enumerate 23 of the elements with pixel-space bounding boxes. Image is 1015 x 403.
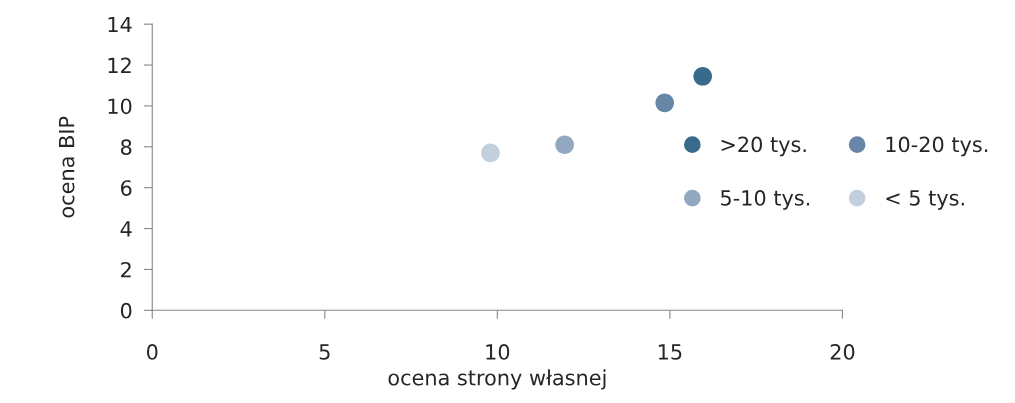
point [655, 93, 675, 113]
x-tick-label: 20 [830, 344, 855, 360]
y-tick-label: 6 [121, 180, 132, 196]
legend-label: < 5 tys. [886, 190, 964, 210]
y-tick-label: 12 [108, 57, 131, 73]
legend-label: >20 tys. [721, 136, 806, 157]
y-axis-title: ocena BIP [59, 116, 75, 218]
point [481, 143, 500, 163]
y-tick-label: 2 [121, 261, 131, 278]
legend-label: 5-10 tys. [721, 190, 810, 210]
x-tick-label: 15 [658, 344, 682, 360]
x-tick-label: 10 [486, 344, 510, 360]
x-axis-title: ocena strony własnej [388, 369, 606, 390]
x-tick-label: 5 [319, 344, 330, 360]
point [693, 66, 712, 86]
y-tick-label: 8 [120, 139, 132, 156]
y-tick-label: 14 [108, 16, 132, 33]
y-tick-label: 10 [108, 98, 132, 115]
point [555, 135, 574, 155]
legend-label: 10-20 tys. [886, 136, 988, 157]
y-tick-label: 0 [120, 302, 132, 319]
y-tick-label: 4 [120, 221, 132, 237]
x-tick-label: 0 [147, 344, 158, 360]
